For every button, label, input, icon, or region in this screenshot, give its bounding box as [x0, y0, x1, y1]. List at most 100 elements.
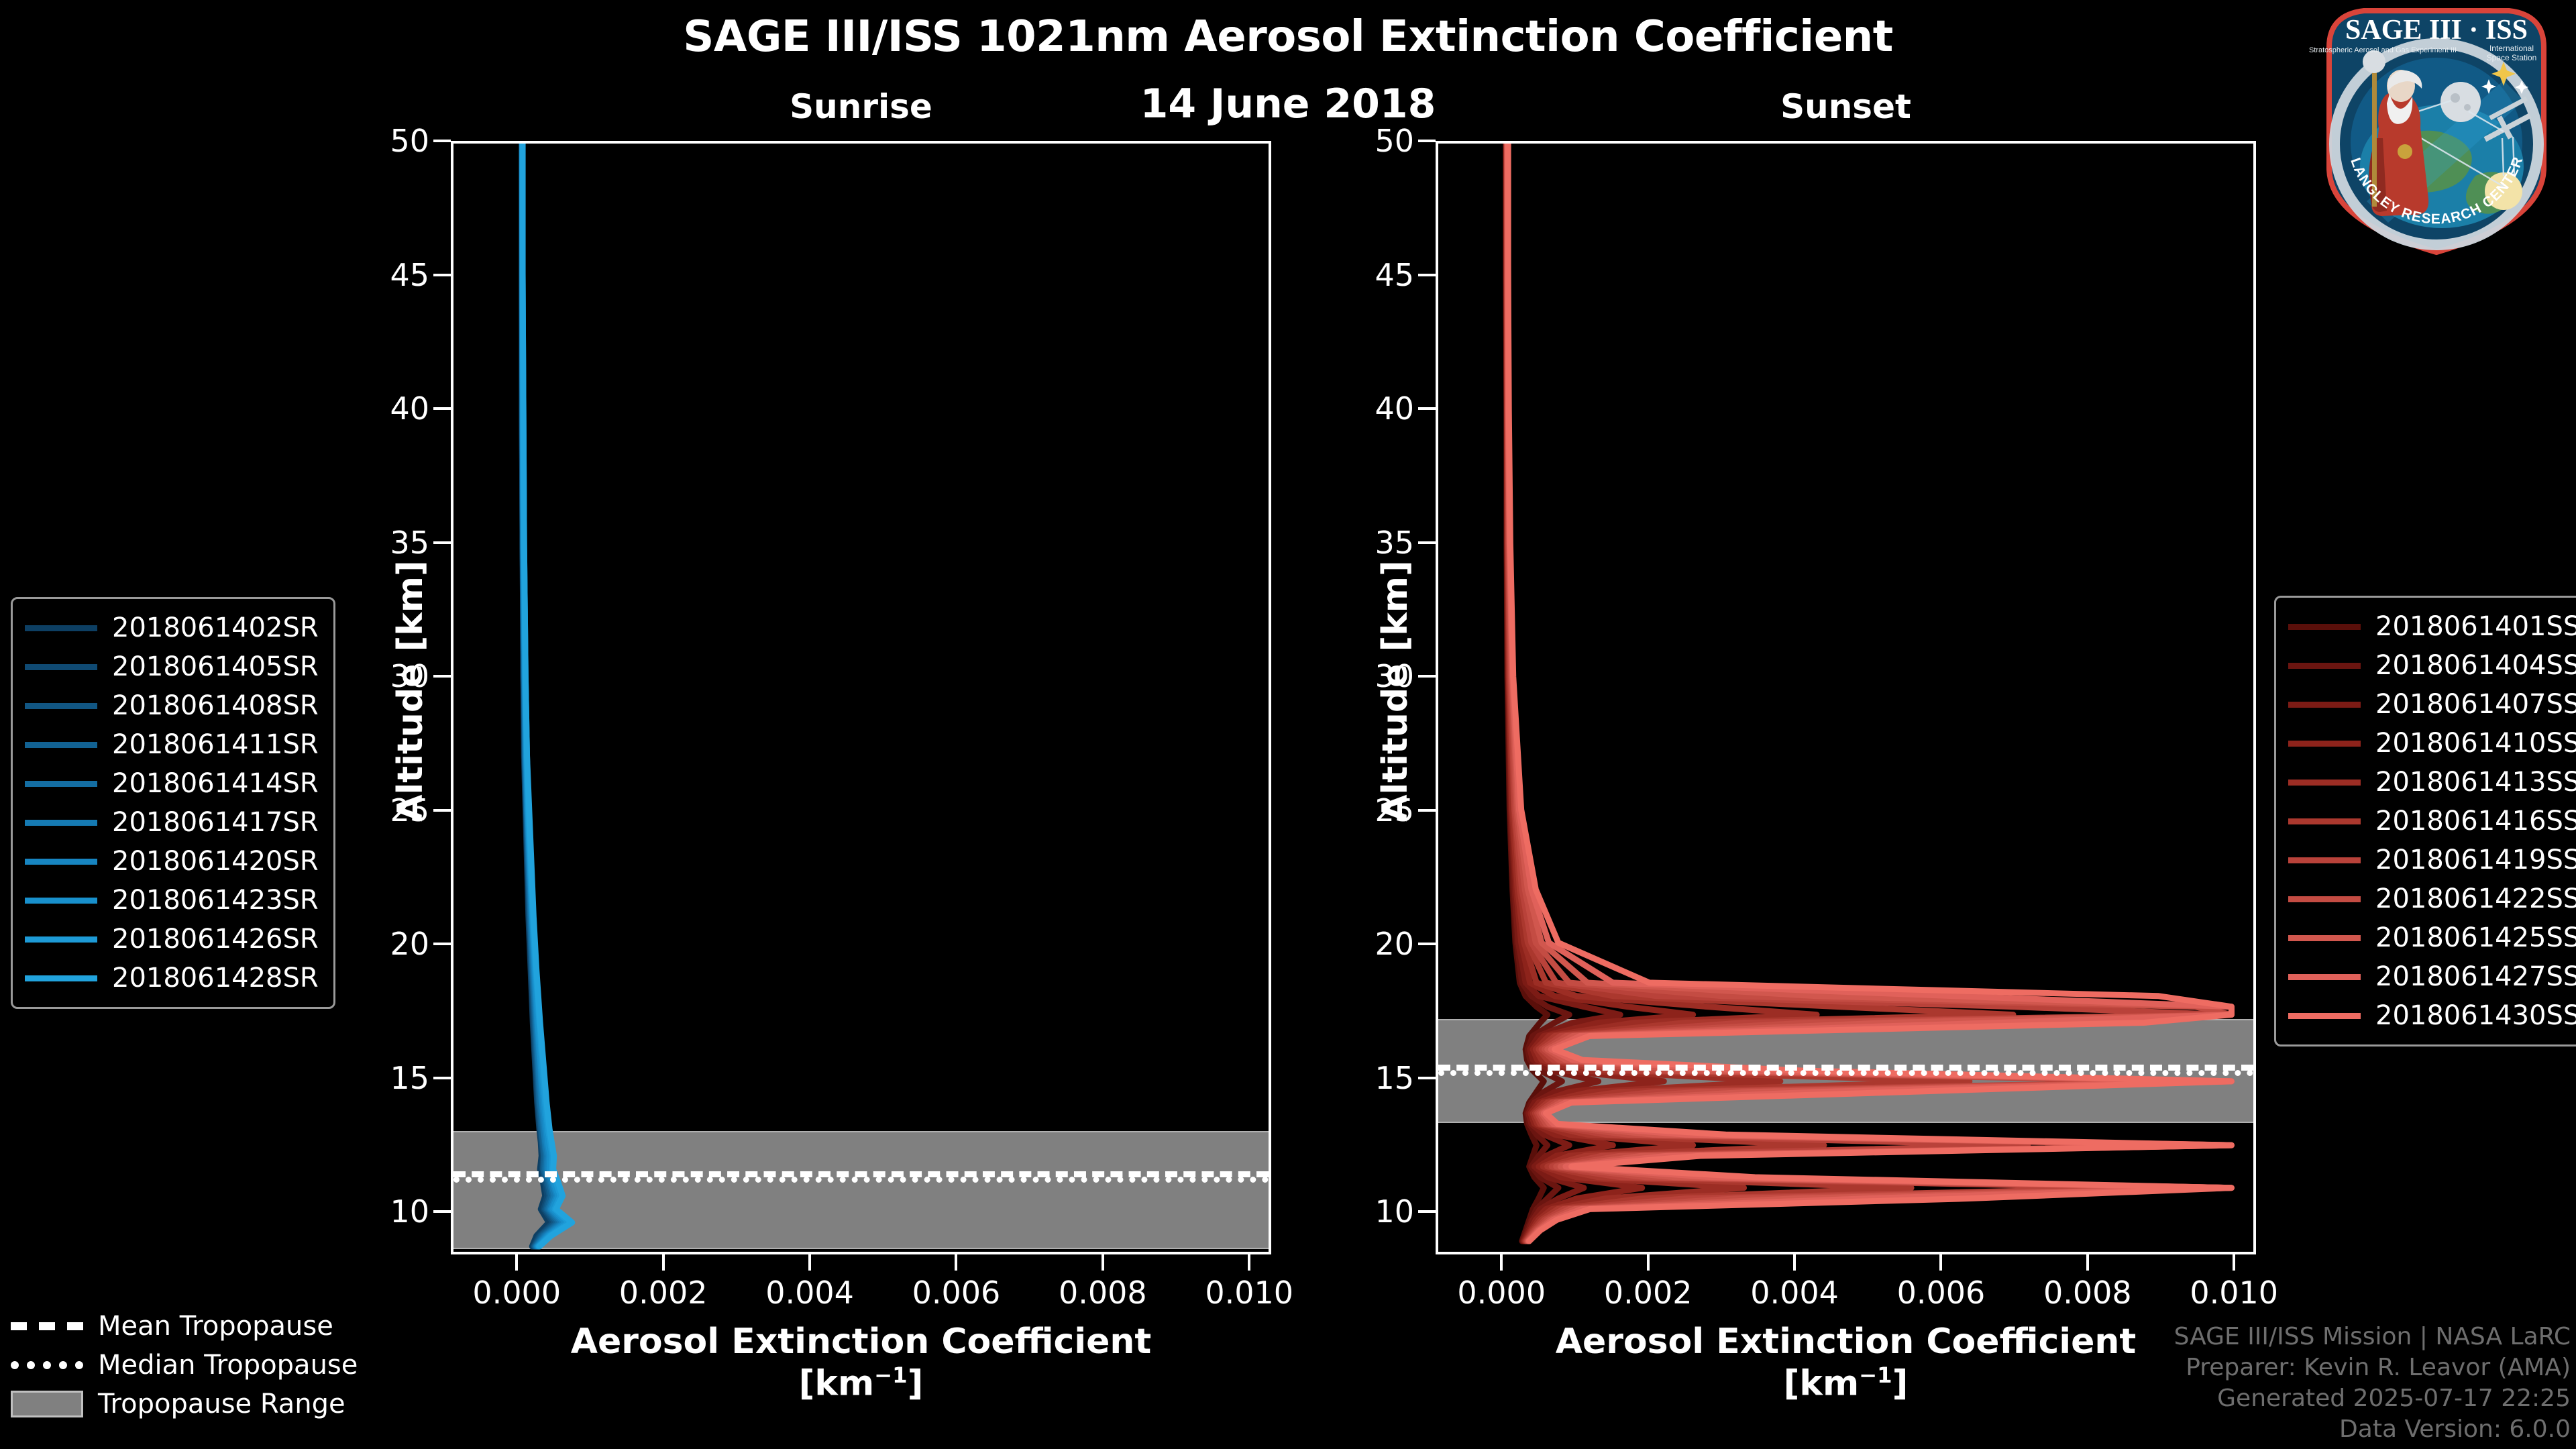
legend-sunset-item[interactable]: 2018061404SS — [2288, 646, 2576, 685]
legend-color-swatch — [2288, 740, 2361, 747]
x-axis-tick-label: 0.000 — [472, 1275, 561, 1311]
legend-item-label: 2018061401SS — [2375, 611, 2576, 642]
y-axis-tick-label: 45 — [390, 256, 429, 293]
legend-sunset-item[interactable]: 2018061401SS — [2288, 607, 2576, 646]
legend-item-label: 2018061410SS — [2375, 728, 2576, 759]
legend-item-label: 2018061405SR — [112, 651, 319, 682]
y-axis-tick-label: 30 — [1375, 658, 1414, 695]
legend-sunrise-item[interactable]: 2018061426SR — [25, 920, 319, 959]
legend-color-swatch — [25, 975, 97, 981]
y-axis-tick-label: 10 — [390, 1193, 429, 1230]
y-axis-tick — [1418, 273, 1436, 276]
legend-sunset-item[interactable]: 2018061422SS — [2288, 879, 2576, 918]
legend-sunrise-item[interactable]: 2018061411SR — [25, 725, 319, 764]
legend-color-swatch — [25, 858, 97, 865]
x-axis-label-sunset: Aerosol Extinction Coefficient [km−1] — [1555, 1322, 2137, 1404]
y-axis-tick-label: 30 — [390, 658, 429, 695]
legend-sunrise-item[interactable]: 2018061420SR — [25, 842, 319, 881]
x-axis-tick-label: 0.008 — [1058, 1275, 1147, 1311]
legend-sunset-item[interactable]: 2018061430SS — [2288, 996, 2576, 1035]
legend-item-label: 2018061408SR — [112, 690, 319, 721]
legend-item-label: 2018061416SS — [2375, 806, 2576, 837]
legend-color-swatch — [25, 819, 97, 826]
legend-item-label: Mean Tropopause — [98, 1311, 333, 1342]
legend-sunrise-item[interactable]: 2018061417SR — [25, 803, 319, 842]
legend-item-label: 2018061427SS — [2375, 961, 2576, 992]
legend-tropopause-item: Median Tropopause — [11, 1346, 358, 1385]
x-axis-tick — [2233, 1254, 2236, 1271]
x-axis-label-sunrise: Aerosol Extinction Coefficient [km−1] — [570, 1322, 1152, 1404]
x-axis-tick — [1939, 1254, 1943, 1271]
x-axis-tick-label: 0.006 — [1896, 1275, 1986, 1311]
legend-color-swatch — [25, 741, 97, 748]
y-axis-tick-label: 20 — [390, 926, 429, 963]
legend-color-swatch — [2288, 779, 2361, 786]
y-axis-tick — [1418, 808, 1436, 812]
y-axis-tick-label: 35 — [1375, 524, 1414, 561]
legend-color-swatch — [2288, 701, 2361, 708]
legend-item-label: 2018061426SR — [112, 924, 319, 955]
legend-sunrise-item[interactable]: 2018061423SR — [25, 881, 319, 920]
legend-tropopause-item: Tropopause Range — [11, 1385, 358, 1424]
legend-sunset-item[interactable]: 2018061410SS — [2288, 724, 2576, 763]
legend-color-swatch — [2288, 623, 2361, 630]
legend-color-swatch — [25, 897, 97, 904]
legend-sunrise-item[interactable]: 2018061402SR — [25, 608, 319, 647]
x-axis-tick-label: 0.004 — [765, 1275, 854, 1311]
legend-sunset-item[interactable]: 2018061427SS — [2288, 957, 2576, 996]
y-axis-tick — [1418, 541, 1436, 544]
y-axis-tick-label: 25 — [1375, 792, 1414, 828]
plot-area-sunrise — [451, 141, 1271, 1254]
legend-sunrise[interactable]: 2018061402SR 2018061405SR 2018061408SR 2018… — [11, 597, 335, 1009]
y-axis-tick-label: 45 — [1375, 256, 1414, 293]
y-axis-tick-label: 15 — [390, 1059, 429, 1096]
legend-sunset-item[interactable]: 2018061419SS — [2288, 841, 2576, 879]
attribution-line-4: Data Version: 6.0.0 — [2339, 1415, 2571, 1443]
legend-sunset-item[interactable]: 2018061413SS — [2288, 763, 2576, 802]
y-axis-tick — [1418, 943, 1436, 946]
x-axis-tick-label: 0.002 — [1603, 1275, 1693, 1311]
legend-sunset-item[interactable]: 2018061407SS — [2288, 685, 2576, 724]
y-axis-tick-label: 40 — [390, 390, 429, 427]
x-axis-tick — [1101, 1254, 1104, 1271]
y-axis-tick — [433, 675, 451, 678]
legend-sunset-item[interactable]: 2018061425SS — [2288, 918, 2576, 957]
attribution-block: SAGE III/ISS Mission | NASA LaRC Prepare… — [2174, 1322, 2571, 1445]
legend-item-label: 2018061422SS — [2375, 883, 2576, 914]
x-axis-tick-label: 0.002 — [619, 1275, 708, 1311]
median-tropopause-line-sunrise — [453, 1177, 1269, 1183]
page-subtitle: 14 June 2018 — [1140, 80, 1436, 127]
plot-area-sunset — [1436, 141, 2256, 1254]
x-axis-tick-label: 0.006 — [912, 1275, 1001, 1311]
legend-color-swatch — [2288, 896, 2361, 902]
legend-item-label: 2018061414SR — [112, 768, 319, 799]
legend-sunrise-item[interactable]: 2018061408SR — [25, 686, 319, 725]
legend-tropopause-item: Mean Tropopause — [11, 1307, 358, 1346]
y-axis-tick — [433, 943, 451, 946]
legend-item-label: 2018061419SS — [2375, 845, 2576, 875]
x-axis-tick — [2086, 1254, 2089, 1271]
legend-item-label: 2018061423SR — [112, 885, 319, 916]
y-axis-tick — [1418, 140, 1436, 142]
legend-color-swatch — [2288, 818, 2361, 824]
legend-sunrise-item[interactable]: 2018061428SR — [25, 959, 319, 998]
y-axis-tick — [433, 140, 451, 142]
legend-sunrise-item[interactable]: 2018061414SR — [25, 764, 319, 803]
legend-item-label: 2018061407SS — [2375, 689, 2576, 720]
y-axis-tick — [433, 1076, 451, 1079]
x-axis-tick — [955, 1254, 958, 1271]
y-axis-tick — [433, 541, 451, 544]
svg-text:Space Station: Space Station — [2487, 53, 2537, 62]
legend-color-swatch — [2288, 973, 2361, 980]
legend-sunset[interactable]: 2018061401SS 2018061404SS 2018061407SS 2018… — [2274, 596, 2576, 1046]
legend-sunset-item[interactable]: 2018061416SS — [2288, 802, 2576, 841]
legend-color-swatch — [25, 663, 97, 670]
plot-panel-sunset: Altitude [km] Aerosol Extinction Coeffic… — [1375, 123, 2278, 1404]
y-axis-tick-label: 50 — [390, 123, 429, 159]
x-axis-tick-label: 0.010 — [1205, 1275, 1294, 1311]
legend-sunrise-item[interactable]: 2018061405SR — [25, 647, 319, 686]
legend-tropopause: Mean Tropopause Median Tropopause Tropopau… — [11, 1307, 358, 1424]
legend-item-label: 2018061417SR — [112, 807, 319, 838]
legend-item-label: 2018061425SS — [2375, 922, 2576, 953]
legend-item-label: 2018061411SR — [112, 729, 319, 760]
